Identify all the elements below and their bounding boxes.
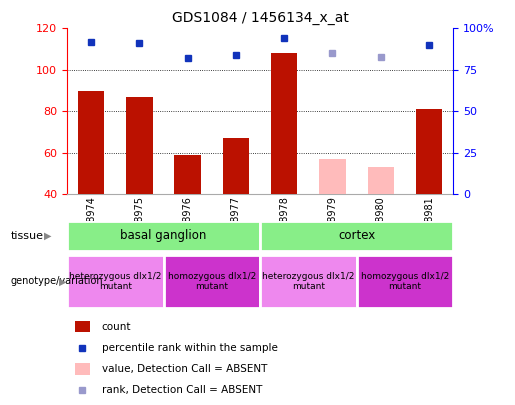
Text: ▶: ▶ xyxy=(59,277,67,286)
Text: count: count xyxy=(102,322,131,332)
Bar xyxy=(222,139,249,194)
Bar xyxy=(368,167,394,194)
Bar xyxy=(75,321,90,333)
Title: GDS1084 / 1456134_x_at: GDS1084 / 1456134_x_at xyxy=(171,11,349,25)
Text: cortex: cortex xyxy=(338,229,375,243)
Text: genotype/variation: genotype/variation xyxy=(10,277,103,286)
Bar xyxy=(260,255,356,308)
Bar xyxy=(75,363,90,375)
Text: heterozygous dlx1/2
mutant: heterozygous dlx1/2 mutant xyxy=(262,272,354,291)
Text: percentile rank within the sample: percentile rank within the sample xyxy=(102,343,278,353)
Text: rank, Detection Call = ABSENT: rank, Detection Call = ABSENT xyxy=(102,385,262,395)
Text: tissue: tissue xyxy=(10,231,43,241)
Text: value, Detection Call = ABSENT: value, Detection Call = ABSENT xyxy=(102,364,267,374)
Bar xyxy=(356,255,453,308)
Text: ▶: ▶ xyxy=(44,231,52,241)
Bar xyxy=(319,159,346,194)
Bar xyxy=(126,97,152,194)
Bar xyxy=(175,155,201,194)
Bar xyxy=(67,255,163,308)
Bar xyxy=(271,53,298,194)
Bar xyxy=(78,91,105,194)
Text: heterozygous dlx1/2
mutant: heterozygous dlx1/2 mutant xyxy=(69,272,161,291)
Bar xyxy=(260,221,453,251)
Text: basal ganglion: basal ganglion xyxy=(121,229,207,243)
Text: homozygous dlx1/2
mutant: homozygous dlx1/2 mutant xyxy=(361,272,449,291)
Bar xyxy=(416,109,442,194)
Bar xyxy=(163,255,260,308)
Bar xyxy=(67,221,260,251)
Text: homozygous dlx1/2
mutant: homozygous dlx1/2 mutant xyxy=(168,272,256,291)
